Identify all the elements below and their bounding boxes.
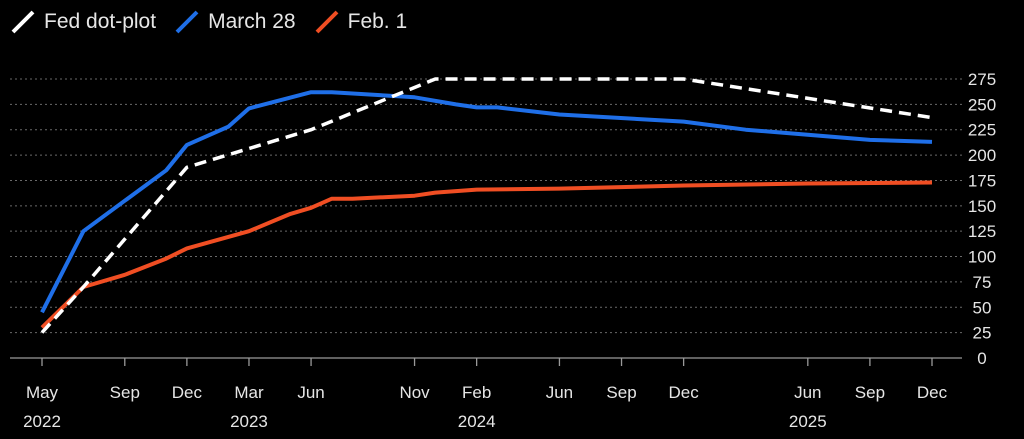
y-tick-label: 225 <box>968 121 996 140</box>
y-tick-label: 125 <box>968 222 996 241</box>
x-tick-label: Nov <box>399 383 430 402</box>
legend-label: March 28 <box>208 10 296 33</box>
x-year-label: 2024 <box>458 412 496 431</box>
y-tick-label: 75 <box>973 273 992 292</box>
y-tick-label: 250 <box>968 95 996 114</box>
x-tick-label: Sep <box>855 383 885 402</box>
x-tick-label: Feb <box>462 383 491 402</box>
x-tick-label: May <box>26 383 59 402</box>
x-year-label: 2025 <box>789 412 827 431</box>
x-tick-label: Dec <box>917 383 948 402</box>
series-line <box>40 77 933 334</box>
series-line <box>40 180 933 330</box>
y-tick-label: 200 <box>968 146 996 165</box>
x-axis: May 2022 Sep Dec Mar 2023 Jun Nov Feb 2024 Jun Sep D… <box>23 358 948 431</box>
x-tick-label: Jun <box>546 383 573 402</box>
y-tick-label: 150 <box>968 197 996 216</box>
x-tick-label: Dec <box>669 383 700 402</box>
y-axis: 0 25 50 75 100 125 150 175 200 225 250 275 <box>968 70 996 368</box>
x-year-label: 2023 <box>230 412 268 431</box>
x-tick-label: Sep <box>606 383 636 402</box>
chart-legend: Fed dot-plot March 28 Feb. 1 <box>10 6 425 38</box>
y-tick-label: 275 <box>968 70 996 89</box>
legend-label: Fed dot-plot <box>44 10 157 33</box>
legend-label: Feb. 1 <box>347 10 408 33</box>
x-tick-label: Jun <box>297 383 324 402</box>
y-tick-label: 0 <box>977 349 986 368</box>
x-tick-label: Jun <box>794 383 821 402</box>
gridlines <box>10 78 962 359</box>
y-tick-label: 100 <box>968 248 996 267</box>
legend-item: March 28 <box>174 9 296 35</box>
x-tick-label: Dec <box>172 383 203 402</box>
x-tick-label: Mar <box>234 383 264 402</box>
series-lines <box>40 77 933 334</box>
legend-swatch <box>11 10 35 34</box>
y-tick-label: 175 <box>968 171 996 190</box>
y-tick-label: 50 <box>973 298 992 317</box>
legend-item: Feb. 1 <box>314 9 408 35</box>
legend-swatch <box>175 10 199 34</box>
series-line <box>40 90 933 314</box>
y-tick-label: 25 <box>973 324 992 343</box>
x-tick-label: Sep <box>110 383 140 402</box>
legend-swatch <box>315 10 339 34</box>
legend-item: Fed dot-plot <box>10 9 156 35</box>
x-year-label: 2022 <box>23 412 61 431</box>
